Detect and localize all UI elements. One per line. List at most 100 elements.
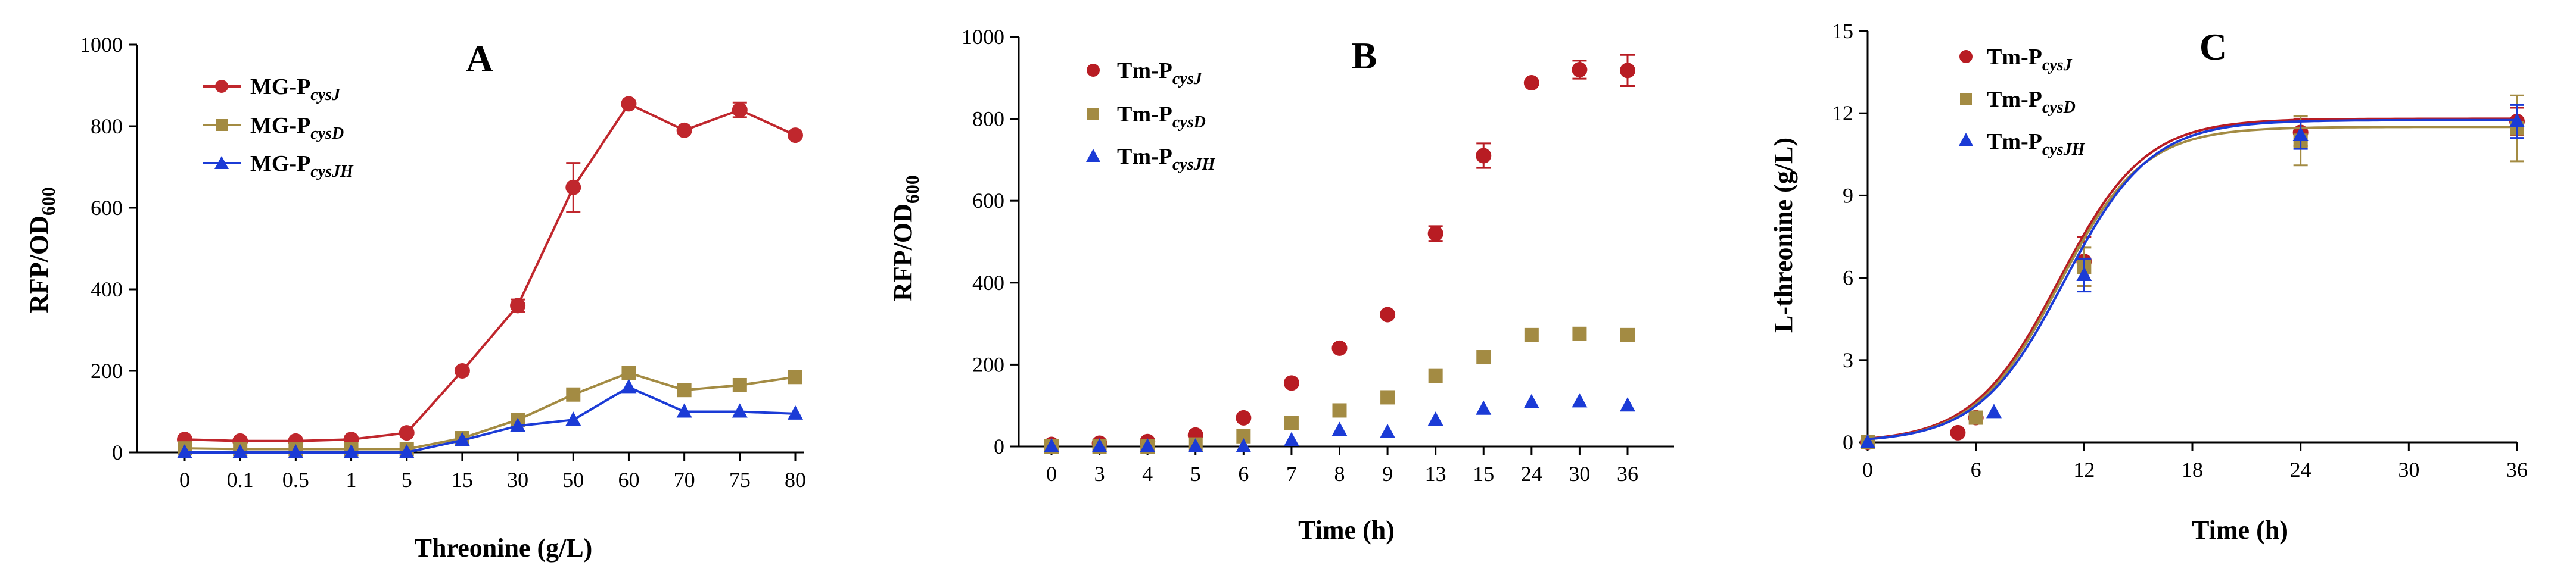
legend-label: Tm-PcysJ — [1987, 45, 2073, 74]
data-point — [1283, 432, 1299, 446]
legend-label-sub: cysJH — [310, 163, 354, 181]
x-tick-label: 36 — [1617, 462, 1638, 486]
data-point — [1428, 368, 1443, 383]
legend-marker — [1087, 108, 1099, 120]
y-axis-title: L-threonine (g/L) — [1769, 138, 1798, 333]
x-tick-label: 4 — [1142, 462, 1153, 486]
x-axis-title: Threonine (g/L) — [415, 533, 593, 563]
panel-label: A — [466, 38, 493, 80]
y-tick-label: 200 — [91, 359, 123, 383]
data-point — [177, 444, 192, 458]
data-point — [232, 444, 248, 458]
legend-label-main: Tm-P — [1117, 102, 1172, 127]
data-point — [676, 403, 692, 418]
legend-label: MG-PcysJH — [250, 151, 354, 181]
legend-item-tm-pcysd: Tm-PcysD — [1087, 102, 1206, 132]
data-point — [454, 363, 470, 379]
data-point — [1968, 410, 1983, 425]
data-point — [732, 377, 747, 392]
x-tick-label: 50 — [562, 468, 584, 492]
data-point — [399, 444, 415, 458]
y-tick-label: 0 — [994, 435, 1004, 458]
series-cysd — [1861, 94, 2524, 449]
data-point — [788, 370, 802, 385]
legend-label-main: Tm-P — [1117, 58, 1172, 83]
data-point — [732, 102, 748, 118]
legend-label: Tm-PcysJH — [1987, 129, 2086, 159]
data-point — [1572, 393, 1588, 408]
legend-item-tm-pcysjh: Tm-PcysJH — [1086, 144, 1216, 174]
data-point — [2292, 127, 2309, 142]
legend-item-tm-pcysjh: Tm-PcysJH — [1959, 129, 2086, 159]
data-point — [510, 298, 526, 314]
x-tick-label: 60 — [618, 468, 639, 492]
x-tick-label: 30 — [507, 468, 528, 492]
data-point — [1427, 226, 1443, 242]
data-point — [565, 179, 581, 195]
y-tick-label: 1000 — [80, 33, 123, 57]
x-tick-label: 30 — [1569, 462, 1590, 486]
data-point — [399, 425, 415, 441]
data-point — [732, 403, 748, 418]
legend-marker — [215, 80, 228, 93]
data-point — [1476, 400, 1492, 415]
legend: MG-PcysJ MG-PcysD MG-PcysJH — [203, 74, 354, 181]
data-point — [788, 127, 803, 143]
y-axis-title-sub: 600 — [901, 175, 923, 204]
y-tick-label: 800 — [91, 114, 123, 138]
chart-panel-a: A Threonine (g/L) RFP/OD600 MG-PcysJ MG-… — [24, 33, 806, 563]
data-point — [1140, 438, 1156, 452]
y-tick-label: 0 — [112, 441, 123, 464]
data-point — [1284, 416, 1299, 430]
y-tick-label: 600 — [972, 189, 1004, 213]
legend-label-sub: cysD — [2042, 98, 2076, 117]
series-cysj — [1044, 54, 1635, 452]
legend-item-tm-pcysj: Tm-PcysJ — [1087, 58, 1203, 88]
legend-marker — [214, 156, 229, 169]
data-point — [1187, 438, 1203, 452]
data-point — [1044, 438, 1059, 452]
y-tick-label: 3 — [1843, 348, 1853, 372]
x-tick-label: 80 — [785, 468, 806, 492]
data-point — [1091, 438, 1107, 452]
series-cysj — [177, 96, 803, 449]
data-point — [1332, 403, 1347, 418]
fit-curve — [1867, 118, 2517, 441]
x-tick-label: 5 — [1190, 462, 1201, 486]
y-tick-label: 12 — [1832, 101, 1853, 125]
series-line — [184, 371, 796, 451]
fit-curve — [1867, 126, 2517, 441]
x-tick-label: 0.5 — [282, 468, 309, 492]
data-point — [1860, 434, 1875, 448]
data-point — [2076, 266, 2092, 281]
legend-marker — [1087, 64, 1100, 77]
data-point — [1523, 75, 1539, 91]
y-tick-label: 1000 — [962, 25, 1004, 49]
series-line — [184, 102, 796, 442]
data-point — [2509, 113, 2525, 128]
x-tick-label: 6 — [1971, 458, 1981, 482]
legend-label-main: MG-P — [250, 113, 310, 138]
x-tick-label: 0 — [1862, 458, 1873, 482]
legend: Tm-PcysJ Tm-PcysD Tm-PcysJH — [1959, 45, 2086, 159]
data-point — [1236, 438, 1252, 452]
data-point — [1380, 307, 1396, 323]
data-point — [1476, 148, 1492, 164]
legend-label-main: Tm-P — [1117, 144, 1172, 169]
y-axis-title-main: RFP/OD — [24, 216, 54, 313]
x-tick-label: 15 — [452, 468, 473, 492]
data-point — [1236, 410, 1252, 426]
chart-panel-c: C Time (h) L-threonine (g/L) Tm-PcysJ Tm… — [1769, 19, 2528, 545]
series-cysj — [1860, 107, 2525, 450]
x-tick-label: 24 — [2290, 458, 2311, 482]
y-tick-label: 0 — [1843, 430, 1853, 454]
x-tick-label: 0 — [1046, 462, 1057, 486]
x-tick-label: 3 — [1094, 462, 1105, 486]
data-point — [1524, 327, 1539, 342]
data-point — [288, 444, 304, 458]
x-tick-label: 0 — [179, 468, 190, 492]
y-tick-label: 400 — [91, 277, 123, 301]
data-point — [1572, 326, 1587, 341]
